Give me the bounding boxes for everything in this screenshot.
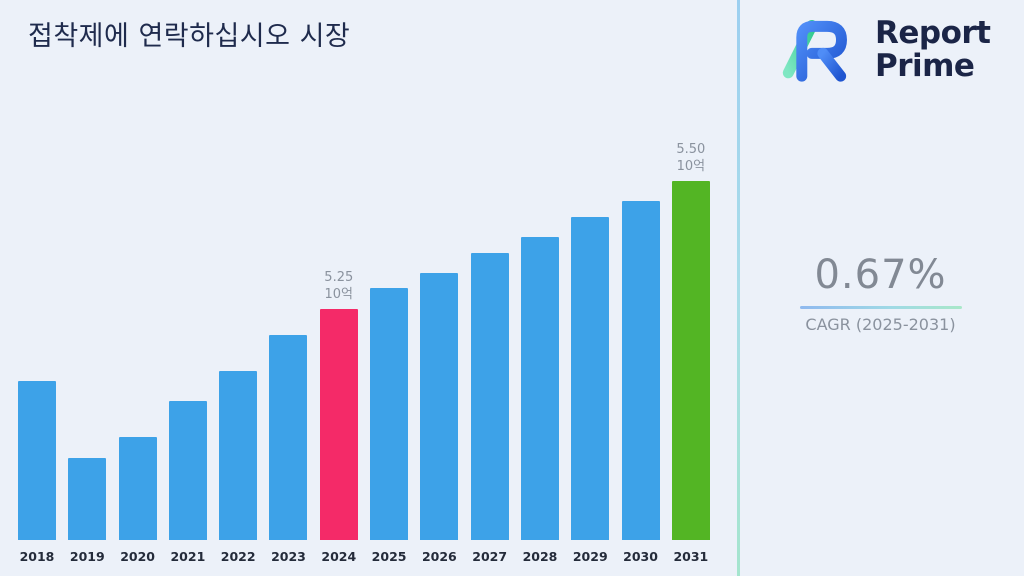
right-panel: Report Prime 0.67% CAGR (2025-2031) <box>737 0 1024 576</box>
bar-2031 <box>671 181 710 540</box>
cagr-block: 0.67% CAGR (2025-2031) <box>737 252 1024 334</box>
x-axis-label-2027: 2027 <box>472 549 508 564</box>
x-axis-label-2021: 2021 <box>170 549 206 564</box>
bar-2021 <box>168 401 207 540</box>
logo-word-report: Report <box>875 14 991 51</box>
bar-chart: 2018 2019 2020 2021 2022 2023 5.25 10억 2024 2025 2… <box>18 142 710 564</box>
logo-wordmark: Report Prime <box>875 14 991 84</box>
bar-column-2024: 5.25 10억 2024 <box>319 270 358 564</box>
x-axis-label-2031: 2031 <box>673 549 709 564</box>
bar-column-2026: 2026 <box>420 273 459 564</box>
bar-column-2027: 2027 <box>470 253 509 564</box>
bar-column-2021: 2021 <box>168 401 207 564</box>
page-title: 접착제에 연락하십시오 시장 <box>28 21 351 52</box>
bar-column-2023: 2023 <box>269 335 308 564</box>
x-axis-label-2018: 2018 <box>19 549 55 564</box>
cagr-value: 0.67% <box>814 252 947 298</box>
bar-column-2029: 2029 <box>571 217 610 564</box>
x-axis-label-2029: 2029 <box>572 549 608 564</box>
x-axis-label-2030: 2030 <box>623 549 658 564</box>
bar-value-label-2024: 5.25 10억 <box>324 270 354 303</box>
x-axis-label-2024: 2024 <box>321 549 357 564</box>
bar-2030 <box>621 201 660 540</box>
bar-column-2031: 5.50 10억 2031 <box>671 142 710 564</box>
x-axis-label-2025: 2025 <box>371 549 407 564</box>
bar-column-2020: 2020 <box>118 437 157 564</box>
bar-column-2018: 2018 <box>18 381 56 564</box>
x-axis-label-2028: 2028 <box>522 549 558 564</box>
bar-2026 <box>420 273 459 540</box>
bar-column-2022: 2022 <box>219 371 258 564</box>
x-axis-label-2026: 2026 <box>421 549 457 564</box>
x-axis-label-2020: 2020 <box>120 549 155 564</box>
bar-2020 <box>118 437 157 540</box>
bar-2022 <box>219 371 258 540</box>
bar-2028 <box>520 237 559 540</box>
market-bar-chart: 2018 2019 2020 2021 2022 2023 5.25 10억 2024 2025 2… <box>18 142 710 564</box>
x-axis-label-2023: 2023 <box>271 549 306 564</box>
bar-2027 <box>470 253 509 540</box>
bar-column-2030: 2030 <box>621 201 660 564</box>
bar-value-label-2031: 5.50 10억 <box>676 142 706 175</box>
cagr-underline <box>799 306 962 309</box>
bar-2019 <box>68 458 107 540</box>
bar-2029 <box>571 217 610 540</box>
cagr-label: CAGR (2025-2031) <box>805 315 956 334</box>
bar-2025 <box>370 288 409 540</box>
bar-2023 <box>269 335 308 540</box>
report-prime-logo-icon <box>782 20 847 82</box>
bar-column-2025: 2025 <box>370 288 409 564</box>
report-prime-logo: Report Prime <box>773 12 991 88</box>
bar-column-2019: 2019 <box>68 458 107 564</box>
bar-2018 <box>18 381 56 540</box>
bar-2024 <box>319 309 358 540</box>
bar-column-2028: 2028 <box>520 237 559 564</box>
x-axis-label-2019: 2019 <box>69 549 105 564</box>
x-axis-label-2022: 2022 <box>220 549 256 564</box>
logo-word-prime: Prime <box>875 48 975 84</box>
vertical-divider <box>737 0 740 576</box>
